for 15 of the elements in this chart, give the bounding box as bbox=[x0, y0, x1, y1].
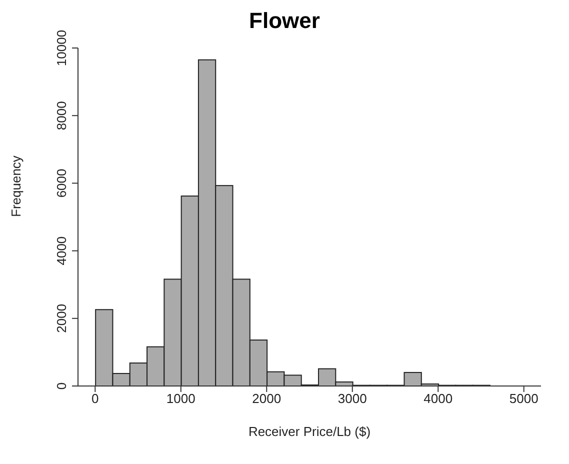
y-tick-label: 4000 bbox=[54, 236, 69, 266]
x-tick-label: 4000 bbox=[424, 391, 453, 406]
chart-title: Flower bbox=[249, 8, 320, 33]
x-tick-label: 5000 bbox=[509, 391, 538, 406]
x-tick-label: 0 bbox=[92, 391, 99, 406]
y-tick-label: 0 bbox=[54, 382, 69, 390]
y-tick-label: 10000 bbox=[54, 30, 69, 66]
y-axis-title: Frequency bbox=[8, 155, 24, 217]
x-tick-label: 1000 bbox=[166, 391, 196, 406]
y-tick-label: 6000 bbox=[54, 168, 69, 198]
x-tick-label: 2000 bbox=[252, 391, 282, 406]
y-tick-label: 8000 bbox=[54, 101, 69, 130]
x-axis-title: Receiver Price/Lb ($) bbox=[248, 424, 371, 439]
x-tick-label: 3000 bbox=[338, 391, 367, 406]
y-tick-label: 2000 bbox=[54, 304, 69, 333]
